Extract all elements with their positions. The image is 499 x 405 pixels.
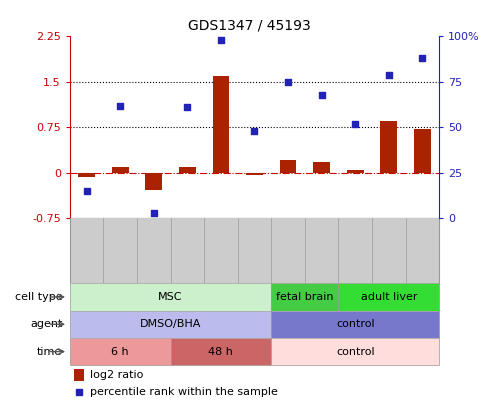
Bar (70, 311, 271, 338)
Text: percentile rank within the sample: percentile rank within the sample (90, 387, 278, 397)
Bar (112, 167, 129, 173)
Text: DMSO/BHA: DMSO/BHA (140, 319, 201, 329)
Point (351, 121, 359, 127)
Text: adult liver: adult liver (360, 292, 417, 302)
Point (385, 71, 393, 78)
Point (318, 92, 326, 98)
Point (75, 389, 83, 395)
Point (150, 210, 158, 216)
Bar (70, 284, 271, 311)
Point (284, 79, 292, 85)
Bar (338, 284, 439, 311)
Bar (313, 162, 330, 173)
Text: cell type: cell type (15, 292, 62, 302)
Text: GDS1347 / 45193: GDS1347 / 45193 (188, 18, 311, 32)
Point (418, 55, 426, 62)
Text: log2 ratio: log2 ratio (90, 370, 144, 380)
Bar (171, 338, 271, 365)
Point (83, 188, 91, 194)
Point (217, 37, 225, 43)
Bar (271, 311, 439, 338)
Text: control: control (336, 347, 375, 356)
Bar (347, 171, 364, 173)
Bar (380, 122, 397, 173)
Bar (70, 338, 171, 365)
Text: agent: agent (30, 319, 62, 329)
Point (250, 128, 258, 134)
Bar (414, 129, 431, 173)
Point (183, 104, 191, 111)
Bar (73, 369, 84, 381)
Text: MSC: MSC (158, 292, 183, 302)
Bar (279, 160, 296, 173)
Bar (78, 173, 95, 177)
Point (116, 102, 124, 109)
Bar (145, 173, 162, 190)
Text: time: time (37, 347, 62, 356)
Bar (179, 167, 196, 173)
Bar (271, 338, 439, 365)
Bar (213, 76, 230, 173)
Text: control: control (336, 319, 375, 329)
Text: 6 h: 6 h (111, 347, 129, 356)
Bar (271, 284, 338, 311)
Bar (246, 173, 263, 175)
Text: fetal brain: fetal brain (276, 292, 334, 302)
Text: 48 h: 48 h (209, 347, 234, 356)
